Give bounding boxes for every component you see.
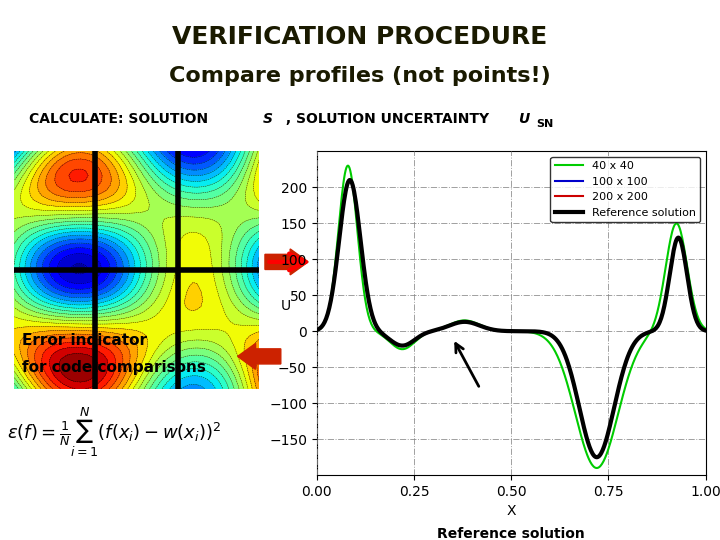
200 x 200 xyxy=(498,328,507,334)
200 x 200 xyxy=(592,454,600,461)
Text: $\varepsilon(f) = \frac{1}{N}\sum_{i=1}^{N}(f(x_i) - w(x_i))^2$: $\varepsilon(f) = \frac{1}{N}\sum_{i=1}^… xyxy=(7,405,222,459)
200 x 200 xyxy=(345,177,354,183)
40 x 40 xyxy=(500,328,509,334)
Text: , SOLUTION UNCERTAINTY: , SOLUTION UNCERTAINTY xyxy=(281,112,494,126)
Reference solution xyxy=(592,454,600,461)
100 x 100 xyxy=(592,454,600,461)
40 x 40 xyxy=(701,326,710,332)
40 x 40 xyxy=(343,163,352,169)
200 x 200 xyxy=(633,336,642,343)
100 x 100 xyxy=(500,328,509,334)
100 x 100 xyxy=(693,320,702,327)
100 x 100 xyxy=(345,177,354,183)
Y-axis label: U: U xyxy=(281,299,291,313)
Line: 40 x 40: 40 x 40 xyxy=(317,166,706,468)
Text: Compare profiles (not points!): Compare profiles (not points!) xyxy=(169,66,551,86)
40 x 40 xyxy=(544,339,553,346)
Legend: 40 x 40, 100 x 100, 200 x 200, Reference solution: 40 x 40, 100 x 100, 200 x 200, Reference… xyxy=(551,157,700,222)
200 x 200 xyxy=(500,328,509,334)
100 x 100 xyxy=(498,328,507,334)
Reference solution xyxy=(345,177,354,183)
Text: S: S xyxy=(263,112,273,126)
Reference solution xyxy=(701,327,710,334)
FancyArrow shape xyxy=(265,249,308,275)
Reference solution xyxy=(500,328,509,334)
Reference solution xyxy=(693,320,702,327)
Reference solution xyxy=(633,336,642,343)
40 x 40 xyxy=(592,465,600,471)
200 x 200 xyxy=(523,328,532,334)
200 x 200 xyxy=(701,327,710,334)
40 x 40 xyxy=(523,329,532,335)
Text: Error indicator: Error indicator xyxy=(22,333,147,348)
Reference solution xyxy=(498,328,507,334)
Text: SN: SN xyxy=(536,119,554,129)
X-axis label: X: X xyxy=(506,504,516,518)
Line: Reference solution: Reference solution xyxy=(317,180,706,457)
40 x 40 xyxy=(633,350,642,357)
100 x 100 xyxy=(544,331,553,338)
200 x 200 xyxy=(544,331,553,338)
Text: CALCULATE: SOLUTION: CALCULATE: SOLUTION xyxy=(29,112,213,126)
Reference solution xyxy=(312,327,321,333)
100 x 100 xyxy=(701,327,710,334)
100 x 100 xyxy=(523,328,532,334)
40 x 40 xyxy=(693,314,702,320)
200 x 200 xyxy=(312,327,321,333)
FancyArrow shape xyxy=(238,343,281,369)
Reference solution xyxy=(544,331,553,338)
Line: 100 x 100: 100 x 100 xyxy=(317,180,706,457)
Text: U: U xyxy=(518,112,530,126)
40 x 40 xyxy=(312,327,321,334)
Text: Reference solution: Reference solution xyxy=(437,526,585,540)
Text: for code comparisons: for code comparisons xyxy=(22,360,205,375)
100 x 100 xyxy=(633,336,642,343)
100 x 100 xyxy=(312,327,321,333)
Reference solution xyxy=(523,328,532,334)
Text: VERIFICATION PROCEDURE: VERIFICATION PROCEDURE xyxy=(172,25,548,49)
200 x 200 xyxy=(693,320,702,327)
Line: 200 x 200: 200 x 200 xyxy=(317,180,706,457)
40 x 40 xyxy=(498,327,507,334)
